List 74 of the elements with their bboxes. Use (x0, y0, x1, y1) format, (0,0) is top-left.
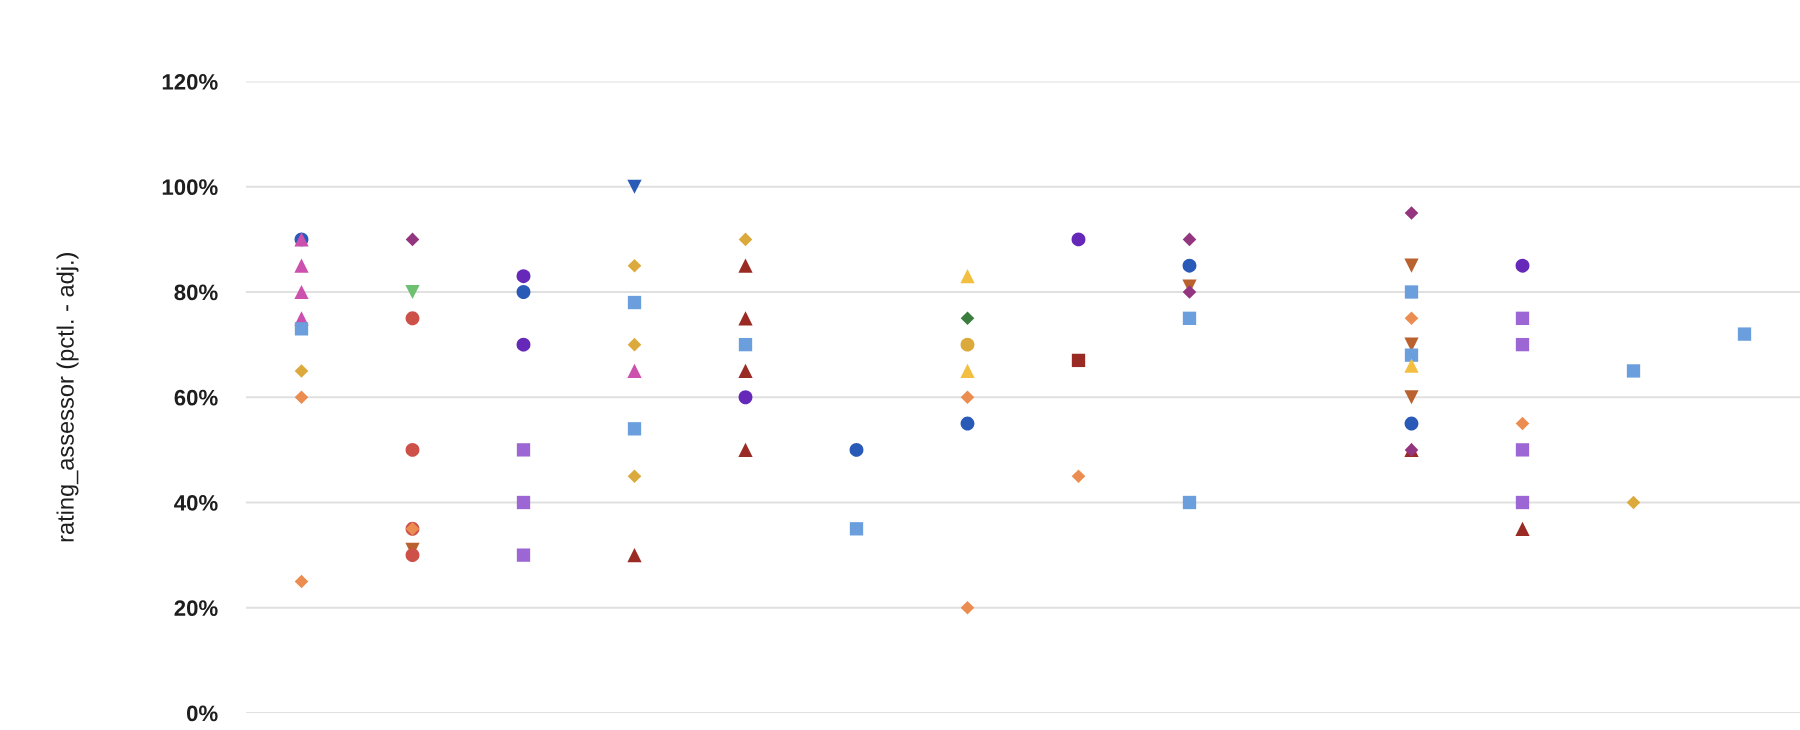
point (1404, 416, 1419, 431)
point (1182, 495, 1197, 510)
point (849, 442, 864, 457)
point (738, 442, 753, 457)
point (516, 548, 531, 562)
y-tick-label: 100% (162, 179, 218, 196)
point (849, 522, 864, 536)
y-tick-label: 20% (174, 600, 218, 617)
point (1515, 258, 1530, 273)
point (1515, 416, 1530, 431)
point (1404, 358, 1419, 373)
point (960, 363, 975, 379)
point (516, 269, 531, 284)
point (960, 600, 975, 615)
point (738, 337, 753, 352)
point (738, 311, 753, 326)
point (405, 284, 420, 300)
point (960, 337, 975, 352)
point (738, 232, 753, 247)
point (294, 258, 309, 273)
point (1626, 495, 1641, 510)
point (627, 548, 642, 563)
point (627, 469, 642, 483)
point (405, 442, 420, 457)
point (627, 258, 642, 273)
point (1404, 206, 1419, 220)
point (1071, 353, 1086, 368)
point (405, 232, 420, 247)
point (960, 311, 975, 326)
point (516, 443, 531, 457)
y-tick-label: 80% (174, 284, 218, 301)
point (294, 284, 309, 300)
y-tick-label: 40% (174, 495, 218, 511)
point (294, 322, 309, 336)
point (1071, 232, 1086, 247)
point (1515, 337, 1530, 352)
point (1071, 469, 1086, 483)
point (627, 422, 642, 436)
point (1515, 495, 1530, 510)
point (405, 548, 420, 563)
point (1626, 364, 1641, 378)
point (516, 337, 531, 352)
point (294, 390, 309, 405)
point (1182, 258, 1197, 273)
point (1182, 232, 1197, 247)
point (738, 258, 753, 273)
point (516, 495, 531, 510)
point (516, 285, 531, 299)
y-axis-title: rating_assessor (pctl. - adj.) (56, 253, 79, 542)
point (738, 390, 753, 405)
point (1515, 521, 1530, 536)
point (1404, 311, 1419, 326)
point (1404, 390, 1419, 405)
point (1737, 327, 1752, 341)
point (1182, 311, 1197, 325)
point (294, 364, 309, 378)
point (960, 416, 975, 431)
y-tick-label: 0% (186, 705, 218, 722)
point (960, 390, 975, 405)
point (1515, 443, 1530, 457)
point (1515, 311, 1530, 325)
point (627, 337, 642, 352)
point (405, 311, 420, 326)
point (960, 269, 975, 284)
point (627, 179, 642, 194)
point (1404, 258, 1419, 273)
y-tick-label: 120% (162, 74, 218, 90)
point (1404, 348, 1419, 362)
point (294, 574, 309, 589)
point (738, 363, 753, 379)
point (627, 295, 642, 310)
point (1404, 285, 1419, 299)
point (627, 363, 642, 379)
y-tick-label: 60% (174, 389, 218, 406)
